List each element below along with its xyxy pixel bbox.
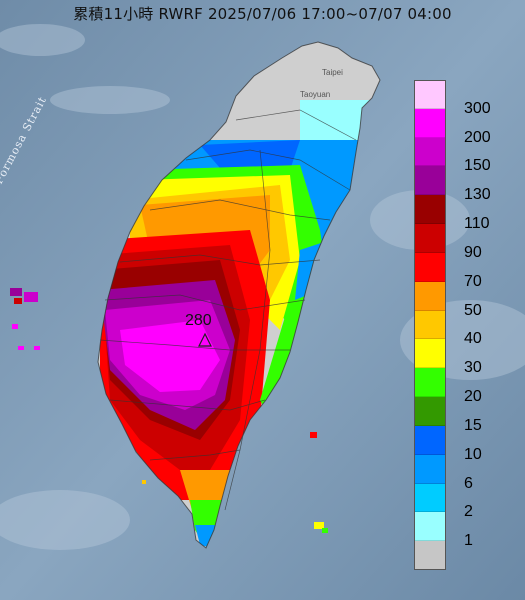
legend-swatch	[414, 252, 446, 282]
legend-frame	[414, 80, 446, 570]
peak-value-label: 280	[185, 312, 212, 329]
map-title: 累積11小時 RWRF 2025/07/06 17:00~07/07 04:00	[73, 5, 452, 23]
legend-swatch	[414, 108, 446, 138]
county-boundaries	[97, 41, 381, 549]
legend-label: 1	[464, 532, 473, 550]
legend-label: 150	[464, 157, 491, 175]
legend-label: 70	[464, 272, 482, 290]
legend-label: 2	[464, 503, 473, 521]
legend-swatch	[414, 80, 446, 109]
legend-label: 30	[464, 359, 482, 377]
legend-swatch	[414, 281, 446, 311]
legend-swatch	[414, 137, 446, 167]
offshore-islands	[10, 288, 328, 533]
legend-label: 40	[464, 330, 482, 348]
legend-label: 130	[464, 186, 491, 204]
legend-swatch	[414, 483, 446, 513]
peak-marker-icon	[198, 332, 212, 347]
legend-swatch	[414, 339, 446, 369]
legend-swatch	[414, 310, 446, 340]
legend-label: 20	[464, 388, 482, 406]
legend-label: 50	[464, 301, 482, 319]
legend-label: 90	[464, 243, 482, 261]
legend-label: 300	[464, 99, 491, 117]
legend-swatch	[414, 454, 446, 484]
legend-label: 110	[464, 215, 490, 233]
legend-swatch	[414, 195, 446, 225]
legend-swatch	[414, 368, 446, 398]
city-label-taoyuan: Taoyuan	[300, 90, 331, 99]
legend-swatch	[414, 425, 446, 455]
legend-swatch	[414, 397, 446, 426]
legend-label: 6	[464, 474, 473, 492]
legend: 300 200 150 130 110 90 70 50 40 30 20 15 10 6 2 1	[414, 80, 514, 570]
legend-swatch	[414, 224, 446, 253]
legend-swatch	[414, 166, 446, 196]
city-label-taipei: Taipei	[322, 68, 343, 77]
legend-label: 15	[464, 416, 482, 434]
legend-swatch	[414, 512, 446, 542]
legend-label: 200	[464, 128, 491, 146]
legend-label: 10	[464, 445, 482, 463]
